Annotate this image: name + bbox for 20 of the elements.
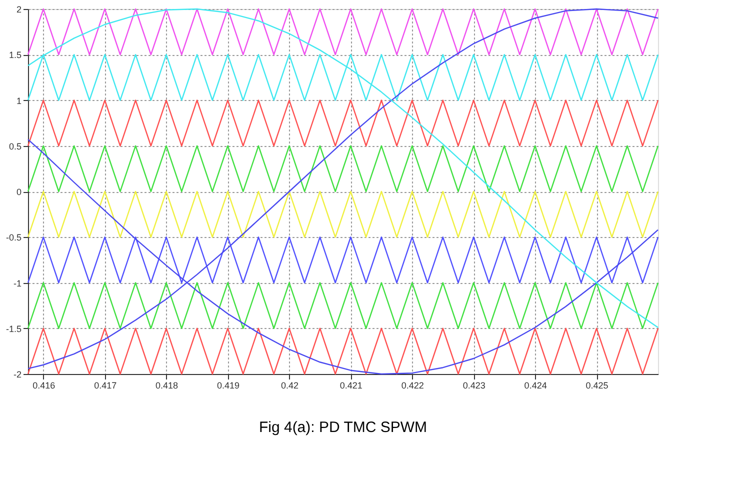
y-tick-label: -0.5 (6, 232, 22, 243)
text: Fig 4(a): PD TMC SPWM (258, 419, 428, 436)
x-tick-label: 0.417 (94, 380, 117, 390)
y-tick-label: 2 (16, 4, 22, 14)
x-tick-label: 0.423 (462, 380, 486, 390)
x-tick-label: 0.422 (401, 380, 424, 390)
y-tick-label: -1.5 (6, 324, 22, 334)
y-tick-label: 1 (16, 96, 22, 106)
y-tick-label: -1 (13, 278, 22, 288)
x-tick-label: 0.425 (586, 380, 608, 390)
y-tick-label: 0.5 (8, 141, 22, 152)
x-tick-label: 0.424 (524, 380, 547, 390)
x-tick-label: 0.419 (216, 380, 240, 390)
y-tick-label: 1.5 (8, 50, 22, 60)
x-tick-label: 0.421 (340, 380, 362, 390)
x-tick-label: 0.418 (156, 380, 178, 390)
x-tick-label: 0.42 (280, 380, 298, 390)
x-tick-label: 0.416 (32, 380, 56, 390)
y-tick-label: 0 (16, 187, 22, 197)
y-tick-label: -2 (13, 370, 22, 380)
